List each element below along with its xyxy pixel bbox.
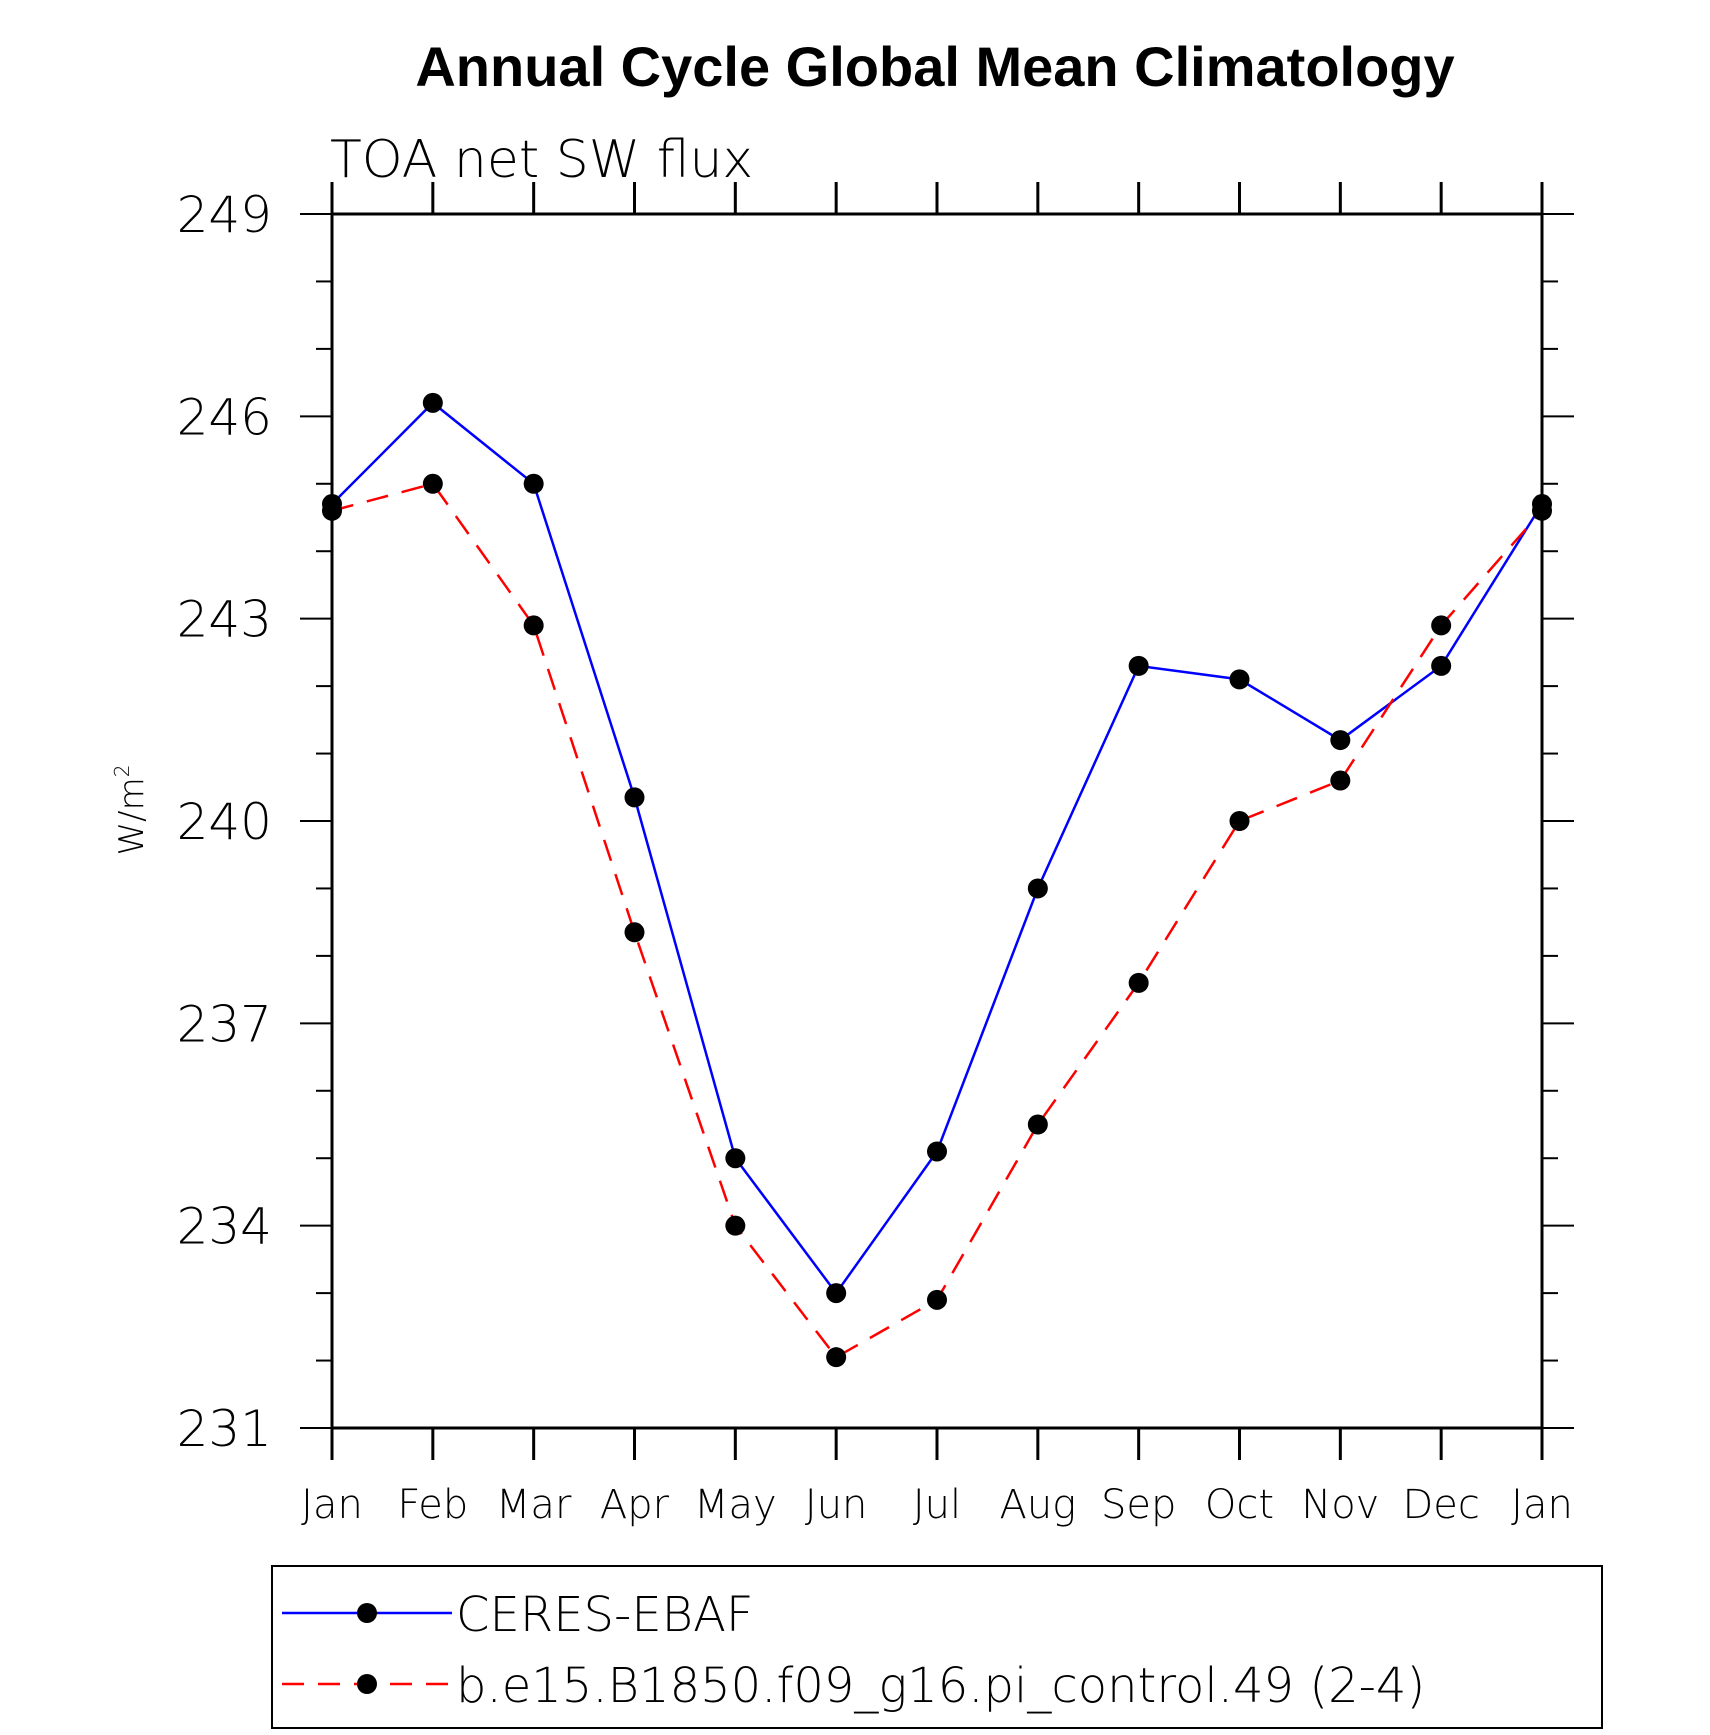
y-tick-label: 231 (177, 1400, 272, 1458)
x-tick-label: Feb (397, 1482, 468, 1528)
svg-text:W/m2: W/m2 (110, 765, 152, 856)
data-point (523, 473, 544, 494)
y-axis-label: W/m2 (110, 765, 152, 856)
axis-ticks (300, 182, 1574, 1460)
data-point (1128, 972, 1149, 993)
data-point (725, 1148, 746, 1169)
legend-marker (357, 1603, 377, 1623)
x-tick-label: Jan (1511, 1482, 1573, 1528)
y-tick-label: 249 (177, 186, 272, 244)
legend-items: CERES-EBAF b.e15.B1850.f09_g16.pi_control… (282, 1587, 1425, 1714)
data-point (826, 1347, 847, 1368)
series-points (322, 392, 1552, 1368)
data-point (1027, 878, 1048, 899)
data-point (1330, 730, 1351, 751)
data-point (322, 500, 342, 521)
chart-subtitle: TOA net SW flux (330, 130, 753, 190)
data-point (826, 1283, 847, 1304)
data-point (422, 473, 443, 494)
chart-title: Annual Cycle Global Mean Climatology (415, 35, 1454, 98)
x-tick-label: Jun (805, 1482, 868, 1528)
data-point (624, 787, 645, 808)
x-tick-labels: Jan Feb Mar Apr May Jun Jul Aug Sep Oct Nov Dec Jan (301, 1482, 1573, 1528)
y-tick-label: 234 (177, 1198, 272, 1256)
x-tick-label: Jul (913, 1482, 961, 1528)
data-point (1027, 1114, 1048, 1135)
data-point (1532, 500, 1552, 521)
x-tick-label: Apr (600, 1482, 670, 1528)
x-tick-label: Nov (1301, 1482, 1379, 1528)
series-line (331, 482, 1543, 1359)
data-point (1128, 655, 1149, 676)
legend-label: CERES-EBAF (456, 1587, 754, 1643)
x-tick-label: Aug (999, 1482, 1076, 1528)
legend-label: b.e15.B1850.f09_g16.pi_control.49 (2-4) (456, 1658, 1425, 1714)
y-tick-label: 246 (177, 388, 272, 446)
data-point (1229, 669, 1250, 690)
legend-box (271, 1565, 1603, 1729)
data-point (1330, 770, 1351, 791)
data-point (1431, 655, 1452, 676)
x-tick-label: Dec (1402, 1482, 1479, 1528)
x-tick-label: Sep (1101, 1482, 1176, 1528)
data-point (1431, 615, 1452, 636)
data-point (422, 392, 443, 413)
data-point (624, 922, 645, 943)
x-tick-label: Oct (1205, 1482, 1274, 1528)
data-point (927, 1289, 947, 1310)
y-axis-label-text: W/m (112, 777, 152, 855)
legend: CERES-EBAF b.e15.B1850.f09_g16.pi_control… (271, 1565, 1603, 1729)
data-point (1229, 811, 1250, 831)
y-tick-labels: 249 246 243 240 237 234 231 (177, 186, 272, 1458)
y-axis-label-superscript: 2 (110, 765, 134, 778)
data-point (523, 615, 544, 636)
x-tick-label: May (694, 1482, 777, 1528)
y-tick-label: 243 (177, 591, 272, 649)
series-lines (331, 401, 1544, 1359)
y-tick-label: 237 (177, 995, 272, 1053)
plot-frame (330, 212, 1544, 1430)
data-point (927, 1141, 947, 1162)
y-tick-label: 240 (177, 793, 272, 851)
data-point (725, 1215, 746, 1236)
x-tick-label: Mar (496, 1482, 572, 1528)
legend-marker (357, 1674, 377, 1694)
x-tick-label: Jan (301, 1482, 363, 1528)
